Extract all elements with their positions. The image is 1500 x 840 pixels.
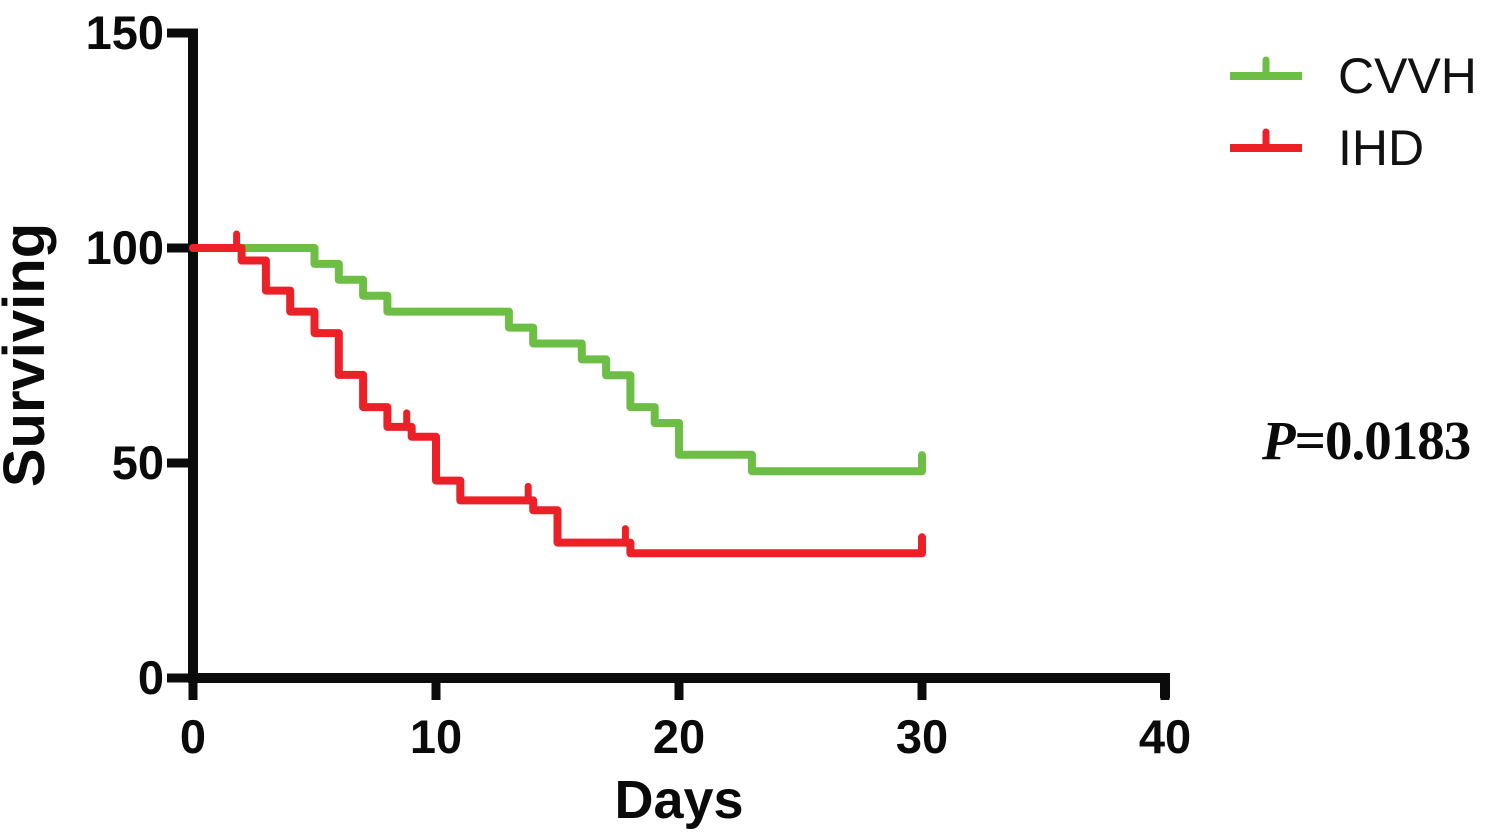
y-tick-label-150: 150 <box>86 6 164 59</box>
legend-item-ihd: IHD <box>1230 120 1424 176</box>
x-tick-label-0: 0 <box>180 710 206 763</box>
legend: CVVH IHD <box>1230 48 1477 176</box>
ihd-censor-marks <box>233 230 629 547</box>
legend-label-ihd: IHD <box>1338 120 1424 176</box>
x-tick-label-20: 20 <box>653 710 705 763</box>
y-axis-tick-labels: 0 50 100 150 <box>86 6 164 704</box>
y-tick-label-0: 0 <box>138 651 164 704</box>
x-tick-label-40: 40 <box>1139 710 1191 763</box>
curves <box>189 230 926 558</box>
p-value-annotation: P=0.0183 <box>1261 410 1470 471</box>
p-symbol: P <box>1261 410 1296 471</box>
x-tick-label-10: 10 <box>410 710 462 763</box>
cvvh-survival-curve <box>189 244 926 476</box>
y-tick-label-50: 50 <box>112 436 164 489</box>
legend-item-cvvh: CVVH <box>1230 48 1477 104</box>
legend-label-cvvh: CVVH <box>1338 48 1477 104</box>
y-axis-title: Surviving <box>0 223 57 487</box>
p-value-text: =0.0183 <box>1295 410 1471 471</box>
x-axis-tick-labels: 0 10 20 30 40 <box>180 710 1191 763</box>
y-axis-ticks <box>167 28 198 683</box>
y-tick-label-100: 100 <box>86 221 164 274</box>
x-axis-title: Days <box>614 770 743 830</box>
axes: 0 50 100 150 0 10 20 30 40 <box>86 6 1192 763</box>
x-tick-label-30: 30 <box>896 710 948 763</box>
ihd-survival-curve <box>189 244 926 558</box>
x-axis-ticks <box>188 678 1170 700</box>
